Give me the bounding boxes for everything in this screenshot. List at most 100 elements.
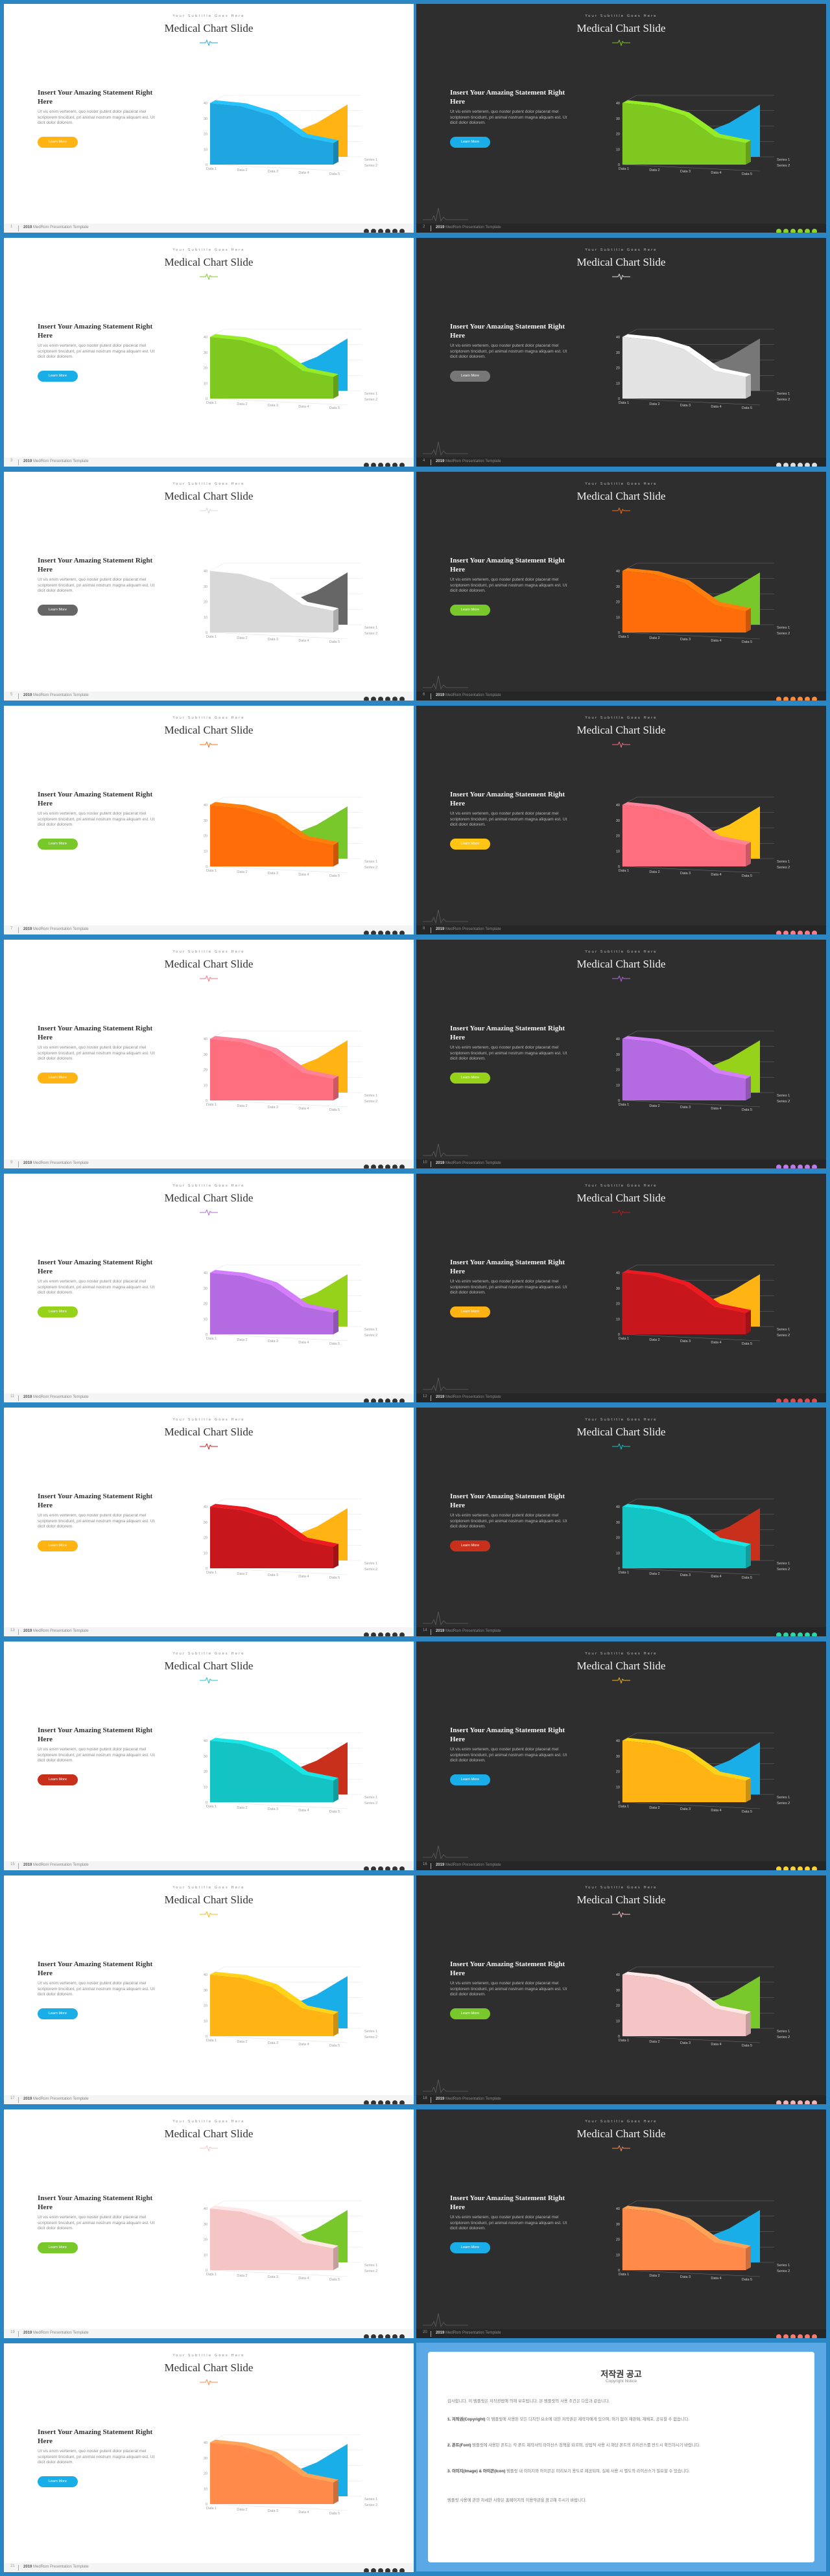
nav-dot[interactable]	[385, 1866, 390, 1870]
learn-more-button[interactable]: Learn More	[38, 2476, 78, 2487]
nav-dot[interactable]	[392, 229, 397, 233]
nav-dot[interactable]	[805, 1398, 810, 1402]
nav-dot[interactable]	[371, 1632, 376, 1636]
nav-dot[interactable]	[399, 931, 405, 934]
nav-dot[interactable]	[776, 1165, 781, 1168]
nav-dot[interactable]	[812, 697, 817, 701]
nav-dot[interactable]	[364, 2100, 369, 2104]
learn-more-button[interactable]: Learn More	[38, 1306, 78, 1317]
nav-dot[interactable]	[392, 697, 397, 701]
learn-more-button[interactable]: Learn More	[450, 1540, 490, 1551]
nav-dot[interactable]	[798, 1632, 803, 1636]
nav-dot[interactable]	[783, 697, 788, 701]
learn-more-button[interactable]: Learn More	[450, 1306, 490, 1317]
nav-dot[interactable]	[805, 2334, 810, 2338]
nav-dot[interactable]	[798, 229, 803, 233]
learn-more-button[interactable]: Learn More	[450, 2008, 490, 2019]
nav-dot[interactable]	[385, 229, 390, 233]
nav-dot[interactable]	[776, 1398, 781, 1402]
nav-dot[interactable]	[783, 2100, 788, 2104]
nav-dot[interactable]	[364, 2334, 369, 2338]
nav-dot[interactable]	[805, 1165, 810, 1168]
learn-more-button[interactable]: Learn More	[450, 137, 490, 148]
nav-dot[interactable]	[399, 229, 405, 233]
nav-dot[interactable]	[805, 931, 810, 934]
nav-dot[interactable]	[385, 2100, 390, 2104]
nav-dot[interactable]	[371, 697, 376, 701]
nav-dot[interactable]	[378, 463, 383, 467]
nav-dot[interactable]	[392, 1165, 397, 1168]
nav-dot[interactable]	[776, 463, 781, 467]
learn-more-button[interactable]: Learn More	[38, 839, 78, 850]
nav-dot[interactable]	[790, 931, 796, 934]
nav-dot[interactable]	[798, 931, 803, 934]
nav-dot[interactable]	[812, 1866, 817, 1870]
nav-dot[interactable]	[783, 1165, 788, 1168]
nav-dot[interactable]	[798, 2334, 803, 2338]
learn-more-button[interactable]: Learn More	[38, 2242, 78, 2253]
nav-dot[interactable]	[812, 1165, 817, 1168]
nav-dot[interactable]	[812, 931, 817, 934]
nav-dot[interactable]	[371, 1165, 376, 1168]
nav-dot[interactable]	[385, 1165, 390, 1168]
nav-dot[interactable]	[392, 1866, 397, 1870]
learn-more-button[interactable]: Learn More	[38, 137, 78, 148]
nav-dot[interactable]	[812, 2334, 817, 2338]
nav-dot[interactable]	[399, 697, 405, 701]
nav-dot[interactable]	[790, 1165, 796, 1168]
nav-dot[interactable]	[805, 463, 810, 467]
nav-dot[interactable]	[812, 2100, 817, 2104]
nav-dot[interactable]	[385, 2568, 390, 2572]
nav-dot[interactable]	[790, 2334, 796, 2338]
nav-dot[interactable]	[812, 1398, 817, 1402]
nav-dot[interactable]	[783, 2334, 788, 2338]
nav-dot[interactable]	[805, 697, 810, 701]
nav-dot[interactable]	[399, 2100, 405, 2104]
nav-dot[interactable]	[399, 2334, 405, 2338]
nav-dot[interactable]	[364, 1632, 369, 1636]
nav-dot[interactable]	[399, 1398, 405, 1402]
nav-dot[interactable]	[378, 1866, 383, 1870]
nav-dot[interactable]	[399, 463, 405, 467]
nav-dot[interactable]	[776, 2100, 781, 2104]
nav-dot[interactable]	[783, 931, 788, 934]
nav-dot[interactable]	[392, 2334, 397, 2338]
nav-dot[interactable]	[378, 2334, 383, 2338]
nav-dot[interactable]	[378, 697, 383, 701]
learn-more-button[interactable]: Learn More	[38, 1540, 78, 1551]
learn-more-button[interactable]: Learn More	[38, 1073, 78, 1084]
nav-dot[interactable]	[805, 229, 810, 233]
nav-dot[interactable]	[378, 1632, 383, 1636]
nav-dot[interactable]	[385, 463, 390, 467]
nav-dot[interactable]	[790, 1632, 796, 1636]
nav-dot[interactable]	[776, 1632, 781, 1636]
nav-dot[interactable]	[399, 1866, 405, 1870]
nav-dot[interactable]	[805, 1866, 810, 1870]
nav-dot[interactable]	[798, 1165, 803, 1168]
nav-dot[interactable]	[399, 2568, 405, 2572]
nav-dot[interactable]	[805, 2100, 810, 2104]
nav-dot[interactable]	[783, 463, 788, 467]
learn-more-button[interactable]: Learn More	[38, 1774, 78, 1785]
nav-dot[interactable]	[805, 1632, 810, 1636]
nav-dot[interactable]	[392, 1398, 397, 1402]
nav-dot[interactable]	[371, 229, 376, 233]
nav-dot[interactable]	[392, 931, 397, 934]
nav-dot[interactable]	[392, 2568, 397, 2572]
nav-dot[interactable]	[790, 229, 796, 233]
nav-dot[interactable]	[378, 931, 383, 934]
nav-dot[interactable]	[798, 463, 803, 467]
nav-dot[interactable]	[364, 1866, 369, 1870]
nav-dot[interactable]	[392, 2100, 397, 2104]
nav-dot[interactable]	[798, 697, 803, 701]
learn-more-button[interactable]: Learn More	[450, 2242, 490, 2253]
nav-dot[interactable]	[385, 697, 390, 701]
nav-dot[interactable]	[399, 1165, 405, 1168]
nav-dot[interactable]	[790, 1398, 796, 1402]
nav-dot[interactable]	[364, 931, 369, 934]
nav-dot[interactable]	[790, 1866, 796, 1870]
nav-dot[interactable]	[392, 463, 397, 467]
nav-dot[interactable]	[385, 1398, 390, 1402]
learn-more-button[interactable]: Learn More	[450, 1774, 490, 1785]
nav-dot[interactable]	[776, 2334, 781, 2338]
